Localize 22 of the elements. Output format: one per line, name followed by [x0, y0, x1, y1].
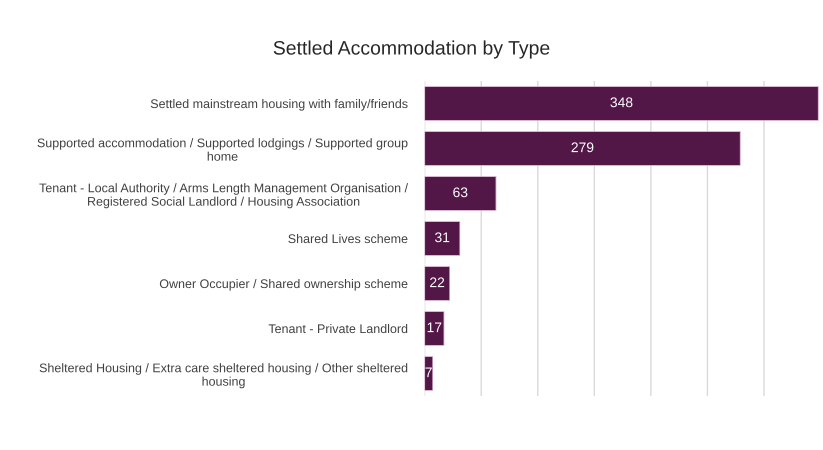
y-tick-label: Sheltered Housing / Extra care sheltered housing / Other sheltered housing	[40, 363, 408, 388]
y-tick-label: Settled mainstream housing with family/friends	[150, 98, 408, 111]
bar	[424, 356, 434, 391]
data-label: 17	[428, 322, 442, 332]
bar	[424, 131, 741, 166]
bar	[424, 86, 819, 121]
bar	[424, 221, 460, 256]
bar	[424, 176, 496, 211]
y-tick-label: Supported accommodation / Supported lodgings / Supported group home	[38, 138, 408, 161]
data-label: 63	[453, 187, 468, 198]
chart-title: Settled Accommodation by Type	[274, 40, 550, 59]
data-label: 22	[430, 277, 444, 288]
y-tick-label: Tenant - Private Landlord	[268, 324, 408, 334]
y-tick-label: Tenant - Local Authority / Arms Length Management Organisation / Registered Social Landlord / Housing Association	[39, 183, 408, 208]
data-label: 279	[572, 142, 594, 152]
data-label: 7	[425, 368, 432, 378]
y-tick-label: Owner Occupier / Shared ownership scheme	[160, 278, 408, 291]
bar	[424, 311, 444, 346]
data-label: 348	[610, 97, 632, 108]
bar	[424, 266, 450, 301]
data-label: 31	[435, 232, 450, 242]
y-tick-label: Shared Lives scheme	[288, 234, 408, 244]
